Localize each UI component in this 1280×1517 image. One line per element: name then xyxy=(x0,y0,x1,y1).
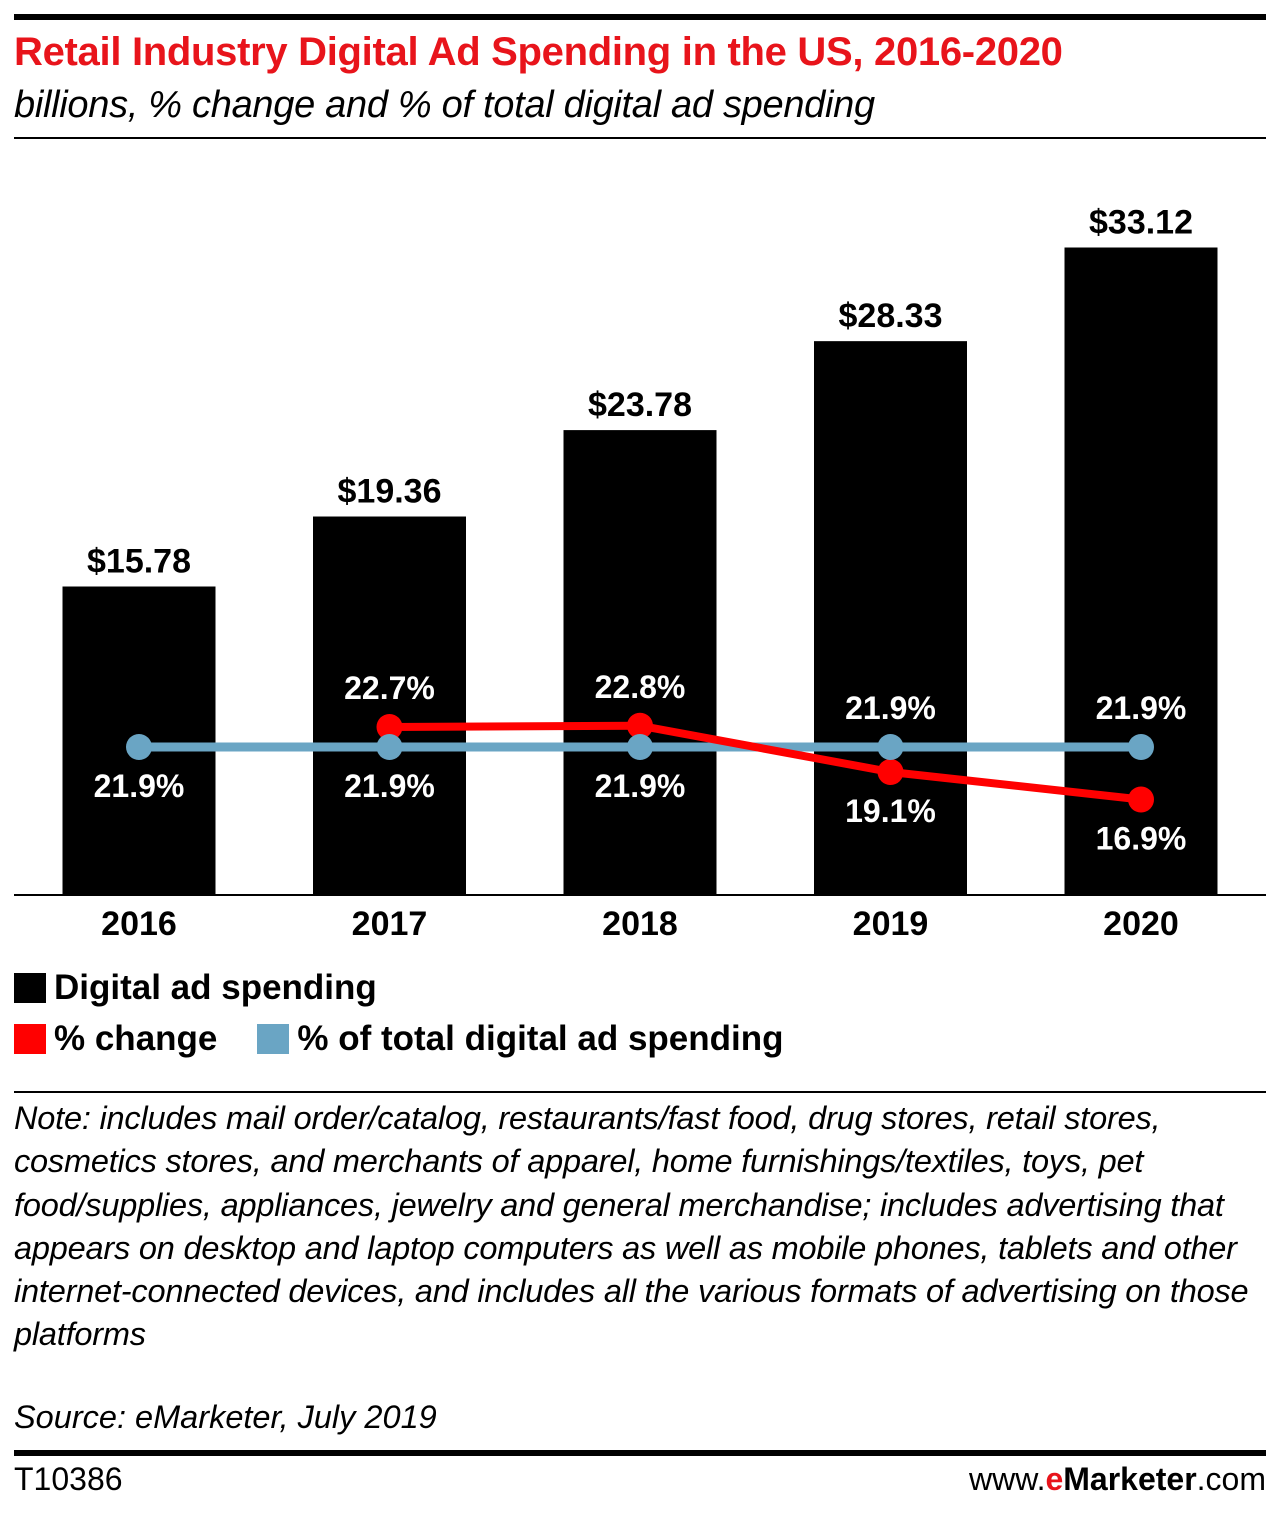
pct-total-label-2018: 21.9% xyxy=(595,768,686,804)
brand-logo[interactable]: www.eMarketer.com xyxy=(969,1461,1266,1498)
brand-prefix: www. xyxy=(969,1461,1046,1497)
bar-value-label-2018: $23.78 xyxy=(588,386,692,424)
legend-row-1: Digital ad spending xyxy=(14,968,377,1008)
chart-source: Source: eMarketer, July 2019 xyxy=(14,1399,437,1435)
x-tick-label-2016: 2016 xyxy=(101,905,177,943)
bar-value-label-2016: $15.78 xyxy=(87,543,191,581)
bar-2018 xyxy=(563,430,717,895)
point-pct-total-2018 xyxy=(627,734,653,760)
point-pct-total-2016 xyxy=(126,734,152,760)
labels-layer: $15.78 2016 $19.36 2017 $23.78 2018 $28.33 2019… xyxy=(87,204,1193,943)
pct-total-label-2016: 21.9% xyxy=(94,768,185,804)
x-tick-label-2018: 2018 xyxy=(602,905,678,943)
point-pct-total-2019 xyxy=(877,734,904,760)
legend-swatch-pct-change xyxy=(14,1024,46,1054)
pct-total-label-2017: 21.9% xyxy=(344,768,435,804)
pct-total-label-2020: 21.9% xyxy=(1096,690,1187,726)
x-tick-label-2019: 2019 xyxy=(853,905,929,943)
legend-label-spending: Digital ad spending xyxy=(54,968,377,1007)
brand-suffix: .com xyxy=(1196,1461,1266,1497)
pct-change-label-2018: 22.8% xyxy=(595,669,686,705)
note-divider xyxy=(14,1091,1266,1093)
point-pct-change-2019 xyxy=(877,759,904,785)
line-pct-change xyxy=(389,721,1142,804)
chart-id: T10386 xyxy=(14,1461,123,1497)
legend-label-pct-total: % of total digital ad spending xyxy=(297,1019,784,1058)
x-tick-label-2017: 2017 xyxy=(352,905,428,943)
legend-swatch-spending xyxy=(14,973,46,1003)
chart-note: Note: includes mail order/catalog, resta… xyxy=(14,1100,1249,1353)
pct-change-label-2020: 16.9% xyxy=(1096,821,1187,857)
bottom-rule xyxy=(14,1450,1266,1456)
x-tick-label-2020: 2020 xyxy=(1103,905,1179,943)
lines-layer xyxy=(126,712,1154,813)
point-pct-change-2020 xyxy=(1128,786,1154,813)
bar-value-label-2019: $28.33 xyxy=(839,297,943,335)
pct-change-label-2019: 19.1% xyxy=(845,793,936,829)
bar-2017 xyxy=(313,516,466,895)
brand-e: e xyxy=(1045,1461,1064,1497)
pct-total-label-2019: 21.9% xyxy=(845,690,936,726)
point-pct-total-2020 xyxy=(1128,734,1154,760)
point-pct-change-2017 xyxy=(376,714,403,740)
bar-line-chart: $15.78 2016 $19.36 2017 $23.78 2018 $28.33 2019… xyxy=(14,204,1266,943)
legend-row-2: % change % of total digital ad spending xyxy=(14,1019,784,1059)
bar-2019 xyxy=(814,341,967,895)
point-pct-change-2018 xyxy=(627,712,653,739)
legend-label-pct-change: % change xyxy=(54,1019,218,1058)
point-pct-total-2017 xyxy=(376,734,403,760)
legend-swatch-pct-total xyxy=(257,1024,290,1054)
chart-title: Retail Industry Digital Ad Spending in t… xyxy=(14,30,1063,74)
pct-change-label-2017: 22.7% xyxy=(344,670,435,706)
bar-value-label-2017: $19.36 xyxy=(338,473,442,511)
title-divider xyxy=(14,137,1266,139)
bar-value-label-2020: $33.12 xyxy=(1089,204,1193,242)
chart-subtitle: billions, % change and % of total digita… xyxy=(14,84,875,126)
top-rule xyxy=(14,14,1266,20)
brand-name: Marketer xyxy=(1063,1461,1197,1497)
